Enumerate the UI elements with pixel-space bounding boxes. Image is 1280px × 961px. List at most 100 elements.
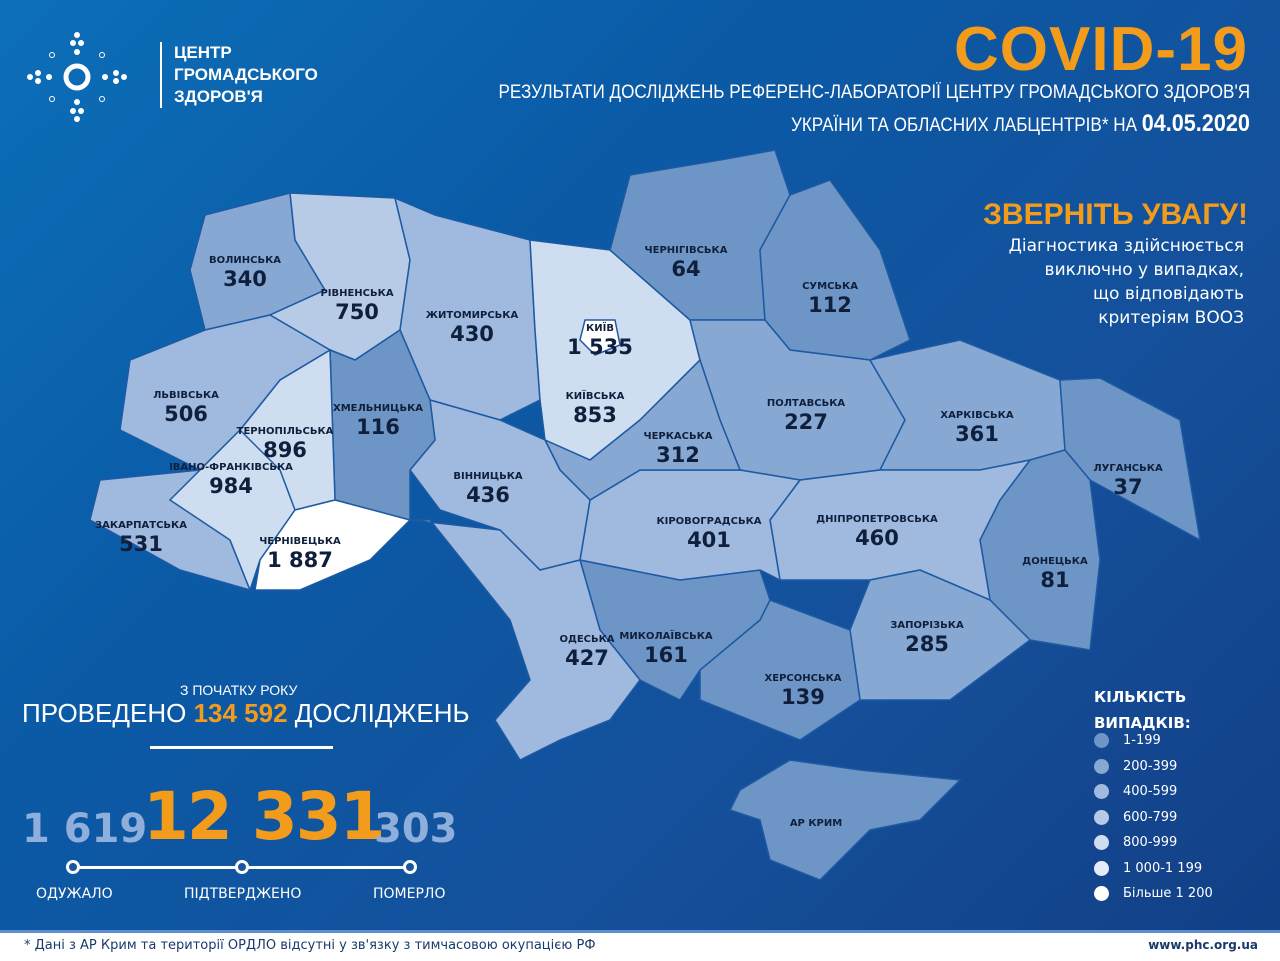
legend-swatch-icon — [1094, 886, 1109, 901]
legend-title-line: ВИПАДКІВ: — [1094, 714, 1191, 732]
legend-swatch-icon — [1094, 835, 1109, 850]
legend-title-line: КІЛЬКІСТЬ — [1094, 688, 1187, 706]
region-count: 112 — [808, 293, 852, 317]
footer — [0, 930, 1280, 961]
region-count: 64 — [671, 257, 701, 281]
deaths-count: 303 — [374, 806, 458, 852]
divider — [150, 746, 333, 749]
region-zhytomyrska[interactable] — [393, 196, 541, 421]
region-count: 1 535 — [567, 335, 633, 359]
region-label: ІВАНО-ФРАНКІВСЬКА 984 — [169, 462, 293, 498]
region-name: ЧЕРКАСЬКА — [643, 431, 713, 442]
legend-label: 1-199 — [1123, 733, 1161, 748]
region-name: ВОЛИНСЬКА — [208, 255, 282, 266]
region-chernivetska[interactable] — [254, 499, 412, 591]
region-name: ВІННИЦЬКА — [453, 471, 523, 482]
region-label: ТЕРНОПІЛЬСЬКА 896 — [237, 426, 334, 462]
logo-line: ГРОМАДСЬКОГО — [174, 65, 318, 84]
region-count: 227 — [784, 410, 828, 434]
region-name: ХАРКІВСЬКА — [940, 410, 1014, 421]
region-kyiv-city[interactable] — [579, 319, 621, 356]
recovered-label: ОДУЖАЛО — [36, 886, 113, 902]
region-label: ДНІПРОПЕТРОВСЬКА 460 — [816, 514, 938, 550]
region-count: 361 — [955, 422, 999, 446]
page-title: COVID-19 — [954, 15, 1248, 84]
legend-item: Більше 1 200 — [1094, 886, 1213, 901]
region-label: ЧЕРНІВЕЦЬКА 1 887 — [259, 536, 341, 572]
region-name: МИКОЛАЇВСЬКА — [619, 631, 713, 642]
region-label: МИКОЛАЇВСЬКА 161 — [619, 631, 712, 667]
website-link[interactable]: www.phc.org.ua — [1148, 938, 1258, 952]
region-name: ІВАНО-ФРАНКІВСЬКА — [169, 462, 293, 473]
confirmed-count: 12 331 — [143, 778, 386, 855]
region-count: 37 — [1113, 475, 1143, 499]
region-count: 285 — [905, 632, 949, 656]
region-count: 139 — [781, 685, 825, 709]
region-label: ВОЛИНСЬКА 340 — [209, 255, 281, 291]
region-count: 750 — [335, 300, 379, 324]
timeline-dot — [235, 860, 249, 874]
region-name: ЛЬВІВСЬКА — [153, 390, 219, 401]
region-label: ЗАКАРПАТСЬКА 531 — [95, 520, 187, 556]
region-name: ДОНЕЦЬКА — [1022, 556, 1088, 567]
region-odeska[interactable] — [409, 519, 641, 761]
region-count: 116 — [356, 415, 400, 439]
region-label: СУМСЬКА 112 — [802, 281, 858, 317]
timeline-dot — [66, 860, 80, 874]
subtitle: УКРАЇНИ ТА ОБЛАСНИХ ЛАБЦЕНТРІВ* НА — [791, 115, 1138, 136]
legend-title: КІЛЬКІСТЬ ВИПАДКІВ: — [1094, 684, 1191, 736]
legend-item: 800-999 — [1094, 835, 1177, 850]
region-name: ЗАКАРПАТСЬКА — [95, 520, 187, 531]
region-label: КІРОВОГРАДСЬКА 401 — [656, 516, 761, 552]
region-label: ХАРКІВСЬКА 361 — [940, 410, 1013, 446]
attention-line: виключно у випадках, — [1044, 260, 1244, 280]
legend-item: 600-799 — [1094, 809, 1178, 825]
region-label: ЛУГАНСЬКА 37 — [1093, 463, 1162, 499]
legend-swatch-icon — [1094, 809, 1109, 825]
recovered-count: 1 619 — [22, 806, 148, 852]
region-label: ХЕРСОНСЬКА 139 — [765, 673, 842, 709]
region-label: ЧЕРКАСЬКА 312 — [643, 431, 712, 467]
region-label: РІВНЕНСЬКА 750 — [320, 288, 393, 324]
region-name: ДНІПРОПЕТРОВСЬКА — [816, 514, 938, 525]
region-count: 460 — [855, 526, 899, 550]
region-name: ХЕРСОНСЬКА — [764, 673, 842, 684]
logo-line: ЗДОРОВ'Я — [174, 87, 263, 106]
region-name: РІВНЕНСЬКА — [320, 288, 394, 299]
tests-summary: ПРОВЕДЕНО 134 592 ДОСЛІДЖЕНЬ — [22, 698, 470, 729]
legend-label: 200-399 — [1123, 758, 1178, 774]
region-name: ЖИТОМИРСЬКА — [425, 310, 519, 321]
region-crimea[interactable] — [728, 759, 962, 881]
region-count: 430 — [450, 322, 494, 346]
tests-suffix: ДОСЛІДЖЕНЬ — [294, 698, 470, 728]
infographic: ЦЕНТР ГРОМАДСЬКОГО ЗДОРОВ'Я COVID-19 РЕЗ… — [0, 0, 1280, 930]
legend-item: 1 000-1 199 — [1094, 860, 1202, 876]
region-label: КИЇВСЬКА 853 — [566, 391, 625, 427]
legend-label: 800-999 — [1123, 835, 1178, 850]
legend-label: 400-599 — [1123, 784, 1178, 799]
region-label: ВІННИЦЬКА 436 — [453, 471, 522, 507]
region-label: ДОНЕЦЬКА 81 — [1022, 556, 1087, 592]
attention-heading: ЗВЕРНІТЬ УВАГУ! — [983, 198, 1248, 231]
region-name: КИЇВ — [586, 323, 614, 334]
region-count: 401 — [687, 528, 731, 552]
region-name: СУМСЬКА — [802, 281, 858, 292]
legend-swatch-icon — [1094, 758, 1109, 774]
legend-label: 600-799 — [1123, 809, 1178, 825]
region-label: ЖИТОМИРСЬКА 430 — [426, 310, 518, 346]
region-name: ПОЛТАВСЬКА — [766, 398, 846, 409]
legend-item: 400-599 — [1094, 784, 1177, 799]
region-label: ЗАПОРІЗЬКА 285 — [890, 620, 963, 656]
region-label: КИЇВ 1 535 — [567, 323, 633, 359]
region-count: 436 — [466, 483, 510, 507]
region-kharkivska[interactable] — [868, 339, 1066, 471]
legend-label: Більше 1 200 — [1123, 886, 1213, 901]
legend-item: 1-199 — [1094, 733, 1161, 748]
legend-swatch-icon — [1094, 784, 1109, 799]
region-count: 853 — [573, 403, 617, 427]
region-label: ХМЕЛЬНИЦЬКА 116 — [333, 403, 423, 439]
region-count: 312 — [656, 443, 700, 467]
region-name: КІРОВОГРАДСЬКА — [656, 516, 762, 527]
logo-line: ЦЕНТР — [174, 43, 232, 62]
region-label: АР КРИМ — [790, 818, 842, 830]
